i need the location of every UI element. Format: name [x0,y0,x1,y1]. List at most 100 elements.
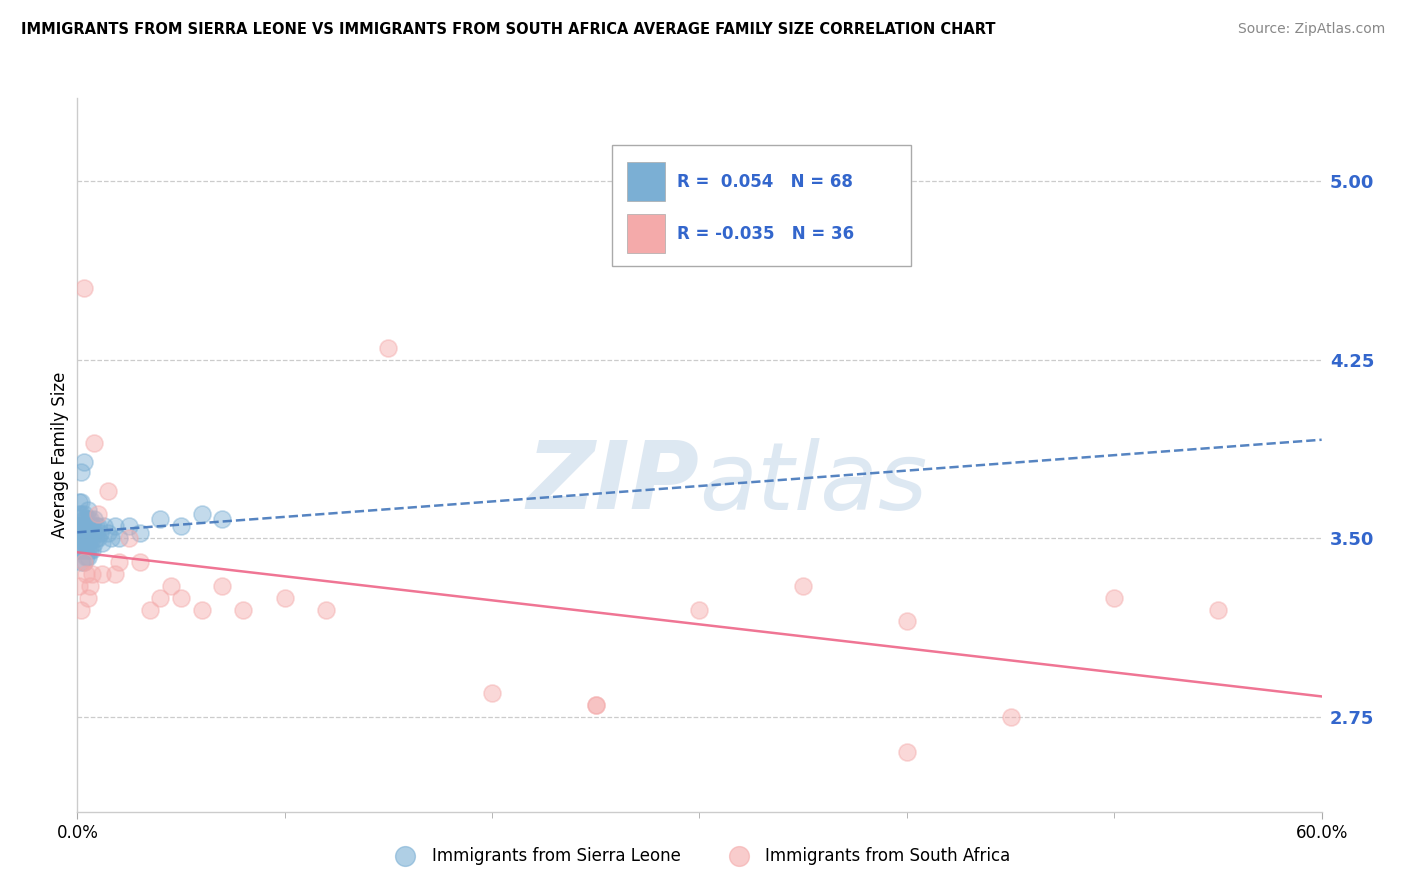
Point [108,531,131,545]
Point [72,536,94,550]
Point [76,531,98,545]
Point [67,531,90,545]
Point [75,519,97,533]
Point [104,566,127,581]
Point [87,519,110,533]
Point [93,519,115,533]
Point [67,579,90,593]
Point [104,519,127,533]
Point [1000,709,1022,723]
Point [72,512,94,526]
Point [70,531,93,545]
Point [70,508,93,522]
Point [83,526,105,541]
Point [79,526,101,541]
Point [75,550,97,565]
Point [139,602,162,616]
Point [315,602,337,616]
Point [70,519,93,533]
Point [80,543,103,558]
Point [72,508,94,522]
Point [75,512,97,526]
Point [70,555,93,569]
Point [70,531,93,545]
Point [481,686,503,700]
Point [79,531,101,545]
Point [79,512,101,526]
Point [191,508,214,522]
Point [79,519,101,533]
Point [97,483,120,498]
Point [76,543,98,558]
Point [67,508,90,522]
Point [211,512,233,526]
Point [100,531,122,545]
Point [76,512,98,526]
Point [75,543,97,558]
Point [1206,602,1229,616]
Point [896,615,918,629]
Point [211,579,233,593]
Text: R =  0.054   N = 68: R = 0.054 N = 68 [678,173,853,191]
Point [72,519,94,533]
Point [80,531,103,545]
Point [76,550,98,565]
Point [70,543,93,558]
Text: atlas: atlas [700,438,928,529]
Point [72,455,94,469]
Point [72,555,94,569]
Point [76,591,98,605]
Point [79,543,101,558]
Point [274,591,297,605]
Point [80,519,103,533]
Point [232,602,254,616]
Point [84,519,107,533]
Text: IMMIGRANTS FROM SIERRA LEONE VS IMMIGRANTS FROM SOUTH AFRICA AVERAGE FAMILY SIZE: IMMIGRANTS FROM SIERRA LEONE VS IMMIGRAN… [21,22,995,37]
Point [1104,591,1126,605]
Point [72,281,94,295]
Point [67,543,90,558]
Point [149,512,172,526]
Point [72,531,94,545]
Point [585,698,607,712]
Point [70,465,93,479]
Point [792,579,814,593]
Point [377,341,399,355]
Point [585,698,607,712]
Point [87,508,110,522]
Text: Source: ZipAtlas.com: Source: ZipAtlas.com [1237,22,1385,37]
Point [79,579,101,593]
Point [159,579,181,593]
Legend: Immigrants from Sierra Leone, Immigrants from South Africa: Immigrants from Sierra Leone, Immigrants… [381,840,1018,871]
Point [76,519,98,533]
Text: R = -0.035   N = 36: R = -0.035 N = 36 [678,225,855,243]
Y-axis label: Average Family Size: Average Family Size [51,372,69,538]
Point [72,526,94,541]
Point [170,519,193,533]
Point [118,531,141,545]
Point [80,566,103,581]
Bar [627,162,665,202]
Point [83,512,105,526]
Point [689,602,711,616]
Point [91,536,114,550]
Point [72,543,94,558]
Point [75,536,97,550]
Point [72,555,94,569]
Point [72,519,94,533]
Point [76,536,98,550]
Point [67,519,90,533]
Point [83,536,105,550]
Point [118,519,141,533]
Text: ZIP: ZIP [527,437,700,530]
Point [97,526,120,541]
Bar [627,214,665,253]
FancyBboxPatch shape [613,145,911,266]
Point [896,745,918,759]
Point [75,566,97,581]
Point [70,495,93,509]
Point [76,502,98,516]
Point [75,526,97,541]
Point [72,531,94,545]
Point [170,591,193,605]
